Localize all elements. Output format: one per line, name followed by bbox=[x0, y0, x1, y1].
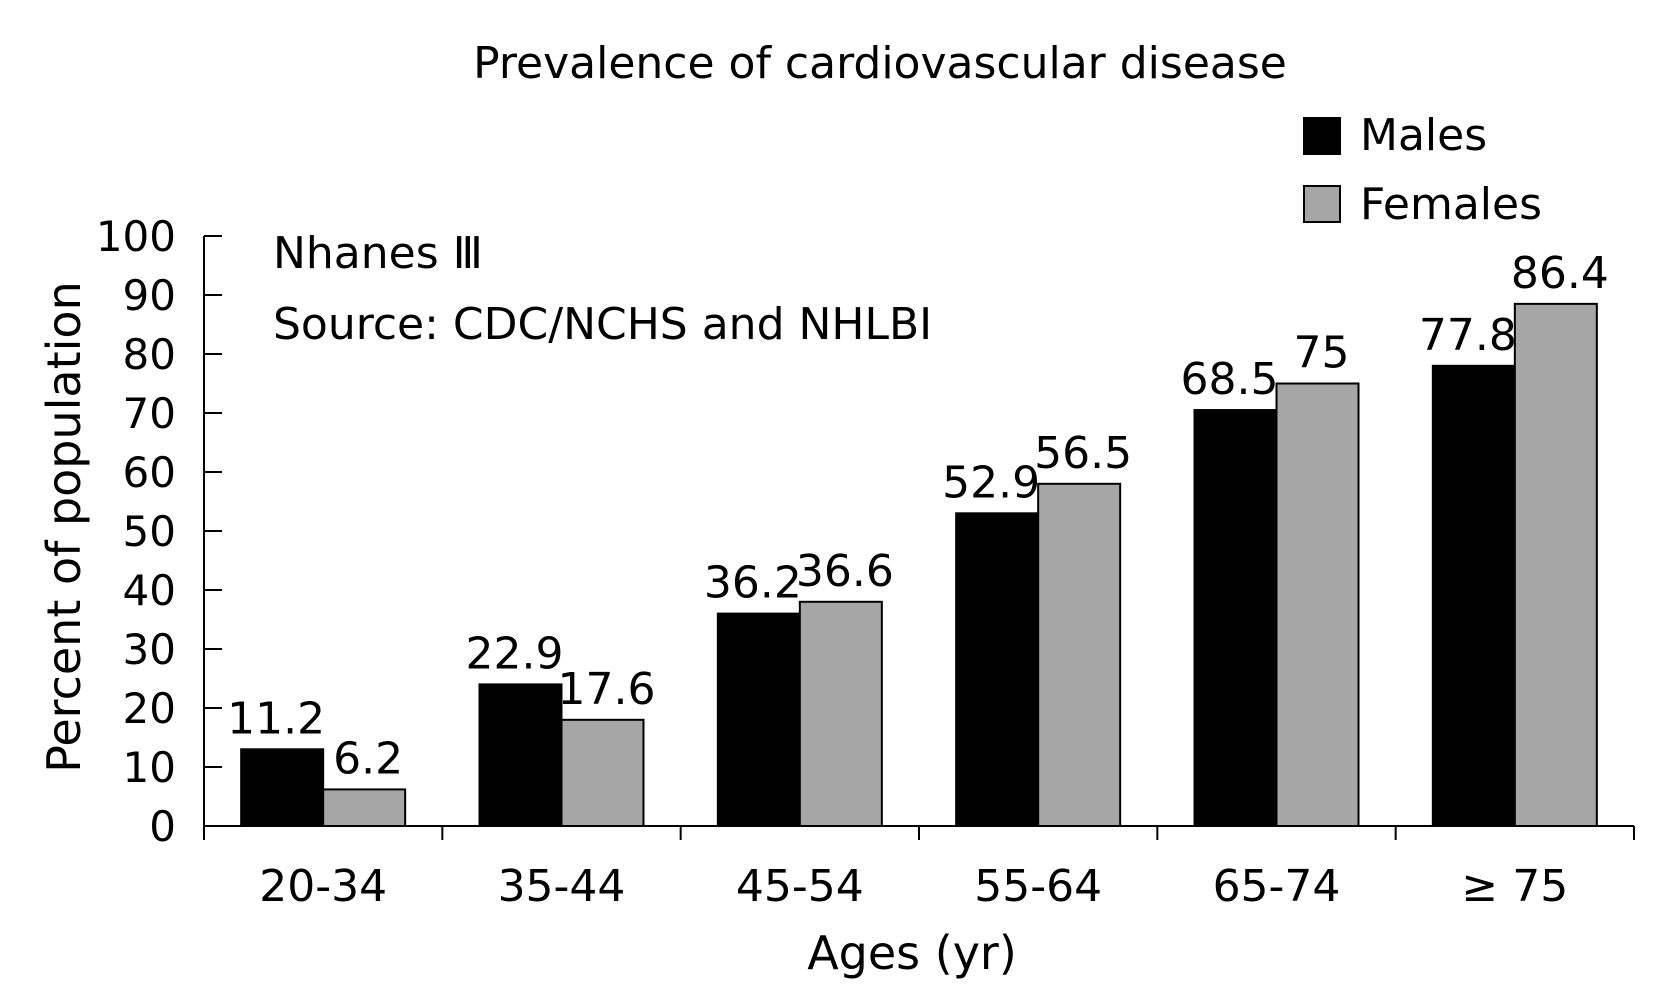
data-label-females: 56.5 bbox=[1034, 428, 1132, 479]
chart-title: Prevalence of cardiovascular disease bbox=[473, 38, 1287, 89]
y-tick-label: 70 bbox=[123, 389, 176, 438]
y-tick-label: 60 bbox=[123, 448, 176, 497]
data-label-males: 22.9 bbox=[466, 628, 564, 679]
legend-swatch-females bbox=[1303, 185, 1341, 223]
data-label-males: 36.2 bbox=[704, 558, 802, 609]
bar-males bbox=[1431, 364, 1516, 827]
x-tick-label: 65-74 bbox=[1213, 861, 1341, 912]
data-label-females: 17.6 bbox=[558, 664, 656, 715]
bar-females bbox=[1037, 482, 1122, 827]
legend: Males Females bbox=[1303, 110, 1542, 230]
data-label-males: 68.5 bbox=[1181, 354, 1279, 405]
x-axis: 20-34 35-44 45-54 55-64 65-74 ≥ 75 bbox=[203, 825, 1635, 912]
data-label-females: 75 bbox=[1294, 328, 1350, 379]
x-tick-label: 35-44 bbox=[498, 861, 626, 912]
data-label-males: 11.2 bbox=[227, 693, 325, 744]
y-tick-label: 80 bbox=[123, 330, 176, 379]
x-tick-label: ≥ 75 bbox=[1461, 861, 1568, 912]
bar-females bbox=[1275, 382, 1360, 827]
y-axis: 0 10 20 30 40 50 60 70 80 90 100 bbox=[96, 212, 222, 851]
x-axis-label: Ages (yr) bbox=[807, 926, 1017, 980]
x-tick-label: 55-64 bbox=[974, 861, 1102, 912]
y-axis-label: Percent of population bbox=[37, 281, 91, 772]
data-label-females: 36.6 bbox=[796, 546, 894, 597]
data-label-males: 77.8 bbox=[1419, 310, 1517, 361]
y-tick-label: 50 bbox=[123, 507, 176, 556]
bar-females bbox=[798, 600, 883, 827]
bar-males bbox=[955, 512, 1040, 827]
y-tick-label: 0 bbox=[149, 802, 176, 851]
annotation-source: Source: CDC/NCHS and NHLBI bbox=[273, 299, 932, 350]
data-label-females: 6.2 bbox=[333, 733, 403, 784]
y-tick-label: 100 bbox=[96, 212, 176, 261]
bar-females bbox=[560, 718, 645, 827]
bar-males bbox=[240, 748, 325, 827]
legend-swatch-males bbox=[1303, 117, 1341, 155]
bar-series bbox=[240, 302, 1598, 828]
legend-label-females: Females bbox=[1360, 179, 1542, 230]
y-tick-label: 20 bbox=[123, 684, 176, 733]
y-tick-label: 40 bbox=[123, 566, 176, 615]
bar-males bbox=[716, 612, 801, 827]
bar-males bbox=[478, 683, 563, 828]
bar-females bbox=[1513, 302, 1598, 828]
data-label-males: 52.9 bbox=[942, 457, 1040, 508]
bar-males bbox=[1193, 409, 1278, 827]
y-tick-label: 10 bbox=[123, 743, 176, 792]
y-tick-label: 30 bbox=[123, 625, 176, 674]
x-tick-label: 45-54 bbox=[736, 861, 864, 912]
x-tick-label: 20-34 bbox=[259, 861, 387, 912]
bar-females bbox=[322, 788, 407, 827]
data-label-females: 86.4 bbox=[1511, 248, 1609, 299]
y-tick-label: 90 bbox=[123, 271, 176, 320]
data-labels: 11.26.2 22.917.6 36.236.6 52.956.5 68.5 75 77.… bbox=[227, 248, 1609, 785]
legend-label-males: Males bbox=[1360, 110, 1487, 161]
annotation-dataset: Nhanes Ⅲ bbox=[273, 228, 483, 279]
